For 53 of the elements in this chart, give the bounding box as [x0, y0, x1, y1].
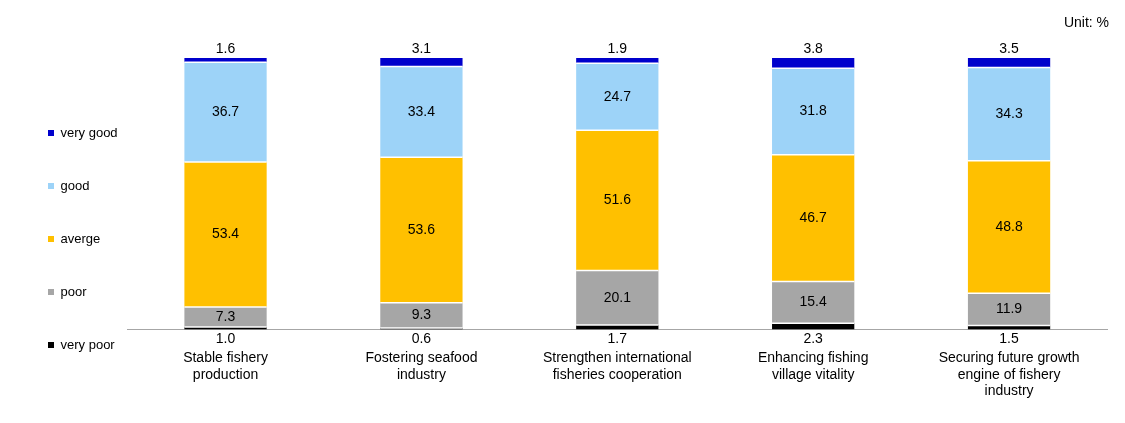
bar: [576, 63, 659, 131]
bar: [772, 154, 855, 282]
bar: [967, 160, 1051, 294]
data-label: 1.7: [607, 330, 628, 347]
legend-label: good: [60, 177, 90, 193]
bar: [380, 302, 463, 328]
legend-label: averge: [60, 230, 101, 246]
data-label: 7.3: [215, 307, 236, 324]
data-label: 46.7: [799, 208, 828, 225]
data-label: 3.1: [411, 39, 432, 56]
data-label: 1.0: [215, 330, 236, 347]
data-label: 3.5: [999, 39, 1019, 56]
text: Unit: %: [1063, 13, 1109, 30]
bar: [576, 270, 659, 325]
data-label: 1.9: [607, 39, 628, 56]
data-label: 53.6: [407, 220, 436, 237]
legend-label: poor: [60, 283, 88, 299]
data-label: 20.1: [603, 288, 632, 305]
bar: [772, 58, 855, 69]
bar: [380, 66, 463, 158]
data-label: 11.9: [995, 300, 1023, 317]
data-label: 9.3: [411, 306, 432, 323]
x-tick-label: Stable fishery production: [183, 348, 268, 382]
legend-label: very good: [60, 124, 118, 140]
legend-label: very poor: [60, 336, 116, 352]
bar: [184, 162, 267, 308]
bar: [184, 62, 267, 163]
bar: [576, 130, 659, 271]
data-label: 36.7: [211, 103, 240, 120]
data-label: 34.3: [995, 104, 1023, 121]
data-label: 24.7: [603, 87, 632, 104]
x-tick-label: Securing future growth engine of fishery industry: [938, 348, 1080, 399]
data-label: 33.4: [407, 102, 436, 119]
bar: [967, 293, 1051, 326]
bar: [380, 157, 463, 303]
bar: [967, 58, 1051, 68]
data-label: 31.8: [799, 102, 828, 119]
bar: [772, 281, 855, 324]
x-tick-label: Enhancing fishing village vitality: [757, 348, 869, 382]
data-label: 0.6: [411, 330, 432, 347]
data-label: 2.3: [803, 330, 824, 347]
data-label: 3.8: [803, 39, 824, 56]
bar: [967, 67, 1051, 161]
data-label: 15.4: [799, 293, 828, 310]
data-label: 1.6: [215, 39, 236, 56]
x-tick-label: Strengthen international fisheries cooperation: [542, 348, 692, 382]
data-label: 53.4: [211, 225, 240, 242]
data-label: 1.5: [999, 330, 1019, 347]
bar: [772, 68, 855, 155]
data-label: 48.8: [995, 217, 1023, 234]
bar: [380, 58, 463, 67]
x-tick-label: Fostering seafood industry: [365, 348, 478, 382]
data-label: 51.6: [603, 191, 632, 208]
